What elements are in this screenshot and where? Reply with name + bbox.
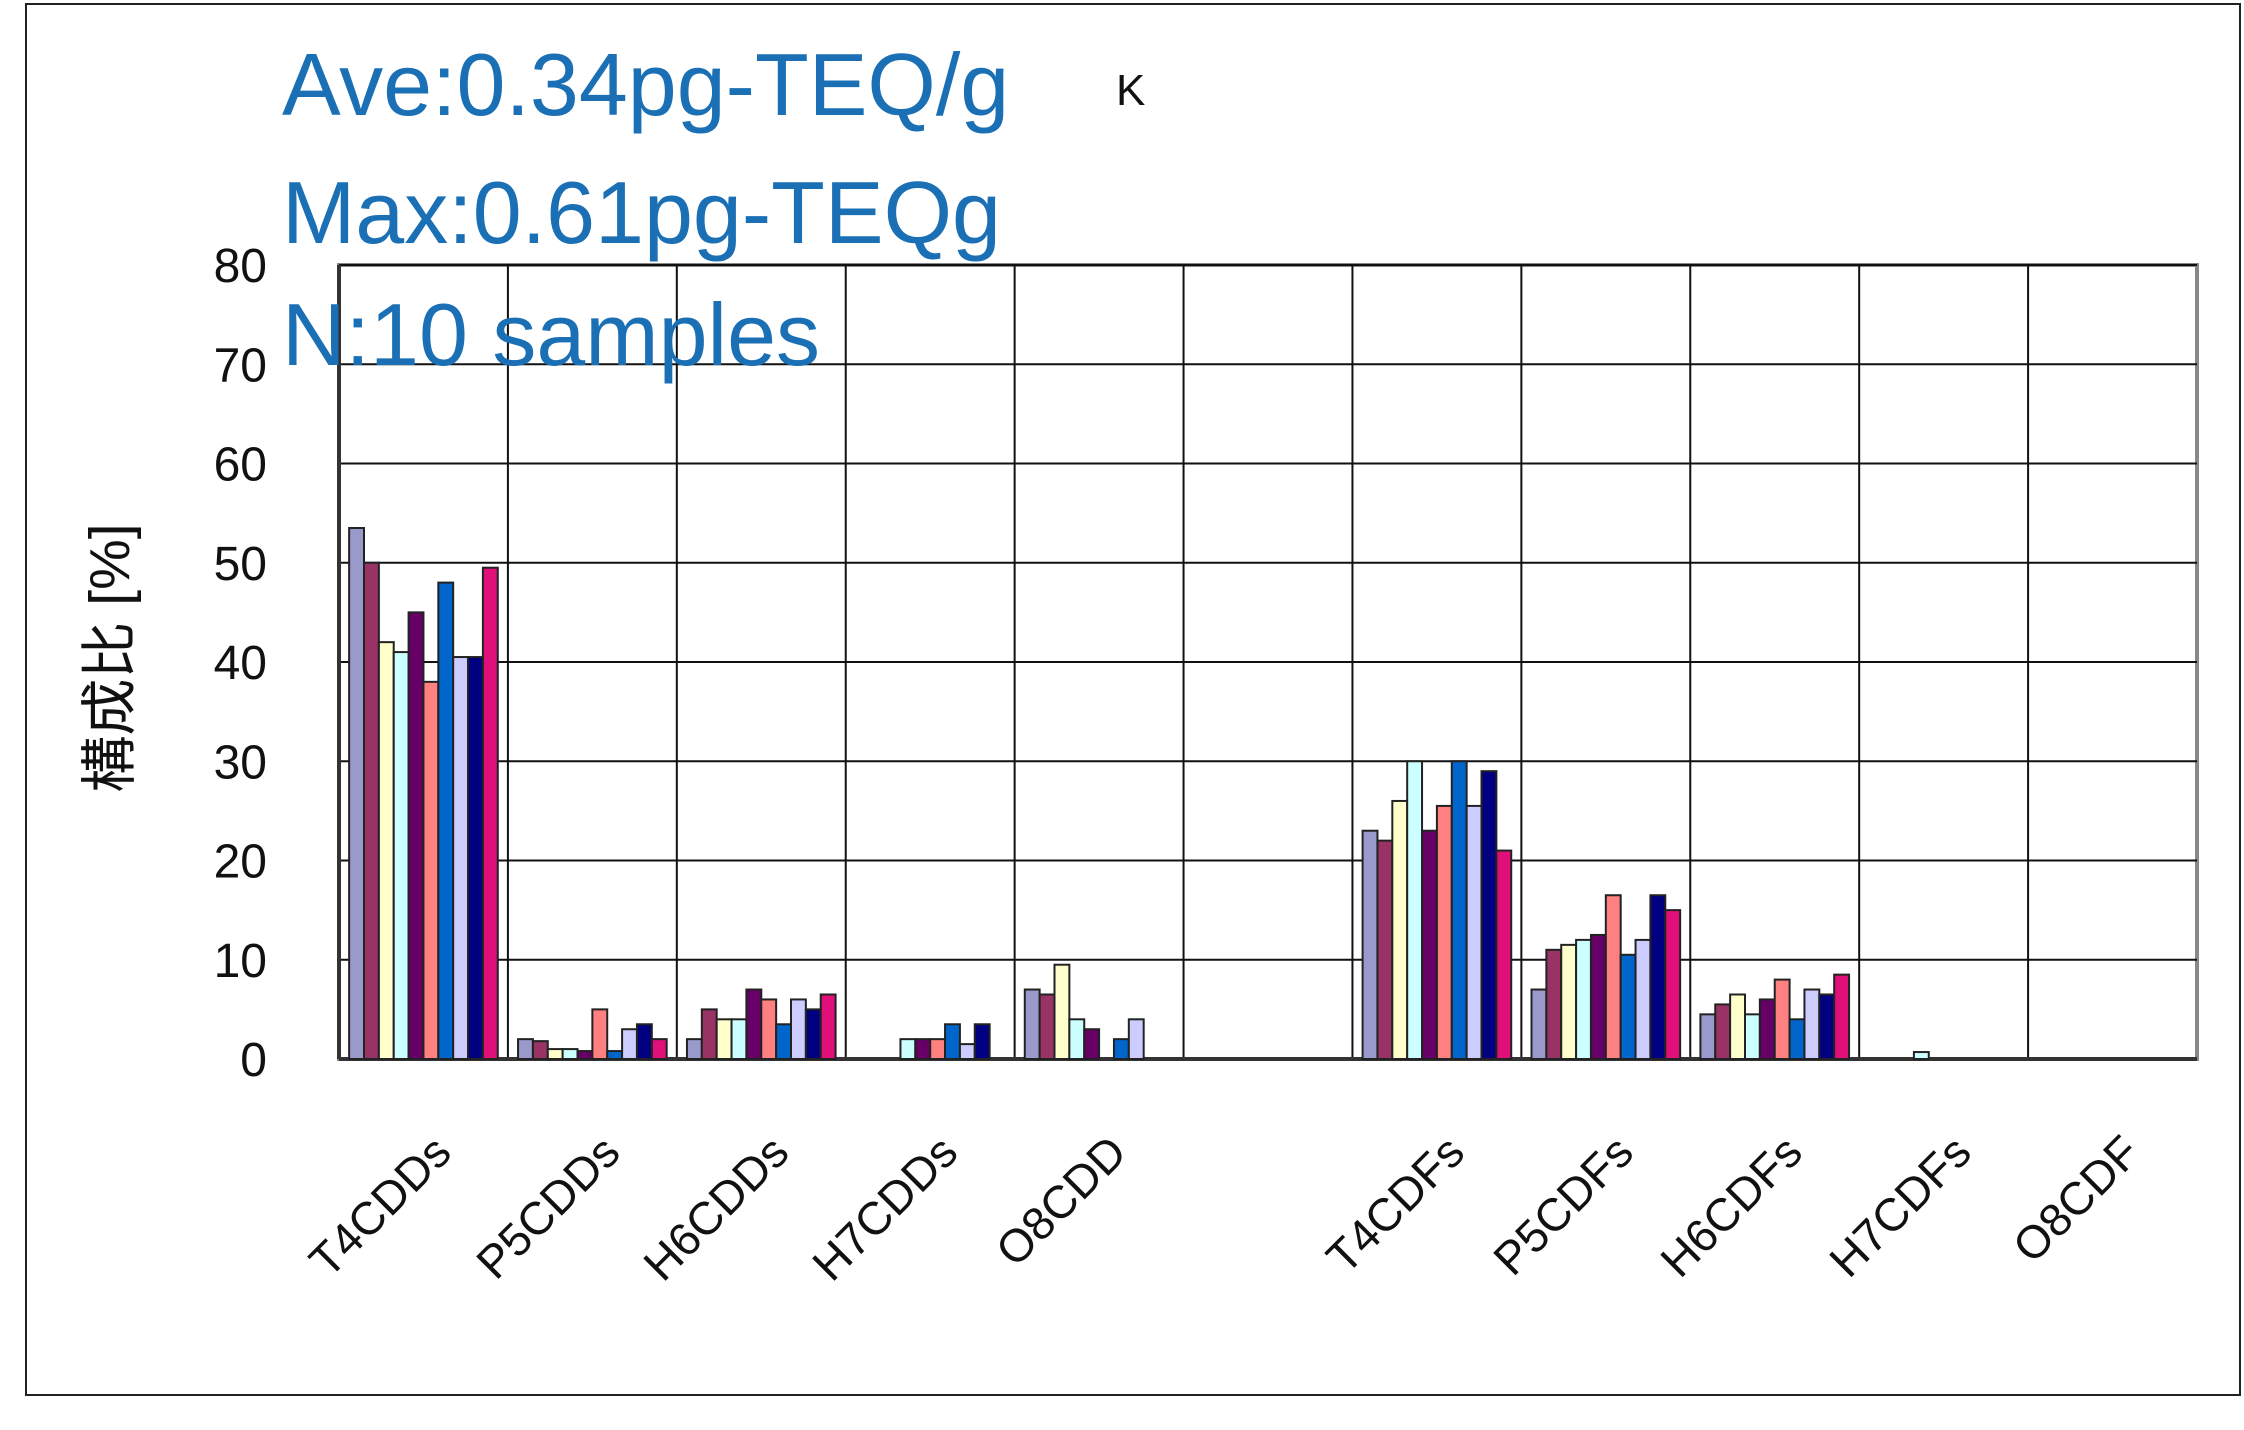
- y-tick-label: 50: [214, 538, 267, 591]
- bar: [531, 1040, 549, 1061]
- bar: [1545, 948, 1563, 1061]
- bar: [914, 1038, 932, 1061]
- bar: [715, 1018, 733, 1060]
- annotation-mark: K: [1116, 66, 1145, 115]
- bar: [1421, 829, 1438, 1060]
- bar: [1773, 978, 1791, 1060]
- annotation: Max:0.61pg-TEQg: [282, 163, 1001, 262]
- bar: [635, 1023, 653, 1060]
- bar: [377, 641, 395, 1061]
- y-tick-label: 40: [214, 637, 267, 690]
- bar: [1788, 1018, 1806, 1060]
- bar: [1480, 770, 1498, 1060]
- bar: [1083, 1028, 1101, 1060]
- bar: [1758, 998, 1776, 1061]
- bar: [467, 656, 484, 1060]
- bar: [1619, 953, 1637, 1060]
- y-tick-label: 10: [214, 935, 267, 988]
- bar: [1053, 963, 1071, 1061]
- bar: [1575, 938, 1592, 1061]
- bar: [546, 1048, 564, 1060]
- bar: [1038, 993, 1056, 1060]
- bar: [1803, 988, 1821, 1061]
- bar: [1391, 799, 1409, 1060]
- x-tick-label: O8CDF: [2003, 1125, 2150, 1272]
- bar: [1912, 1051, 1930, 1060]
- bar: [1530, 988, 1548, 1061]
- bar: [452, 656, 470, 1060]
- bar: [944, 1023, 961, 1060]
- bar: [407, 611, 425, 1060]
- bar: [561, 1048, 579, 1060]
- bar: [437, 581, 455, 1060]
- bar: [973, 1023, 991, 1060]
- x-tick-label: H7CDDs: [802, 1125, 967, 1290]
- bar: [1450, 760, 1468, 1060]
- bar: [1604, 894, 1622, 1060]
- bar: [804, 1008, 822, 1060]
- x-tick-label: H6CDFs: [1650, 1125, 1811, 1286]
- bar: [929, 1038, 947, 1061]
- x-tick-label: H6CDDs: [633, 1125, 798, 1290]
- y-tick-label: 60: [214, 439, 267, 492]
- bar: [1714, 1003, 1732, 1060]
- bar: [1127, 1018, 1145, 1060]
- bar: [606, 1050, 624, 1061]
- y-axis-label: 構成比 [%]: [78, 523, 142, 792]
- bar: [517, 1038, 534, 1061]
- bar: [591, 1008, 609, 1060]
- bar: [1560, 943, 1578, 1060]
- x-tick-label: T4CDDs: [299, 1125, 460, 1286]
- y-tick-label: 80: [214, 240, 267, 293]
- x-tick-label: P5CDDs: [466, 1125, 629, 1288]
- bar: [1833, 973, 1851, 1061]
- x-tick-label: P5CDFs: [1483, 1125, 1643, 1285]
- bar: [1023, 988, 1041, 1061]
- x-tick-label: H7CDFs: [1819, 1125, 1980, 1286]
- bar: [576, 1050, 594, 1061]
- bar: [1589, 933, 1607, 1060]
- bar: [1465, 804, 1483, 1060]
- bar: [1068, 1018, 1086, 1060]
- bar: [362, 561, 380, 1060]
- bar: [621, 1028, 638, 1060]
- bar: [775, 1023, 793, 1060]
- bar: [348, 527, 365, 1060]
- bar: [1699, 1013, 1717, 1061]
- bar: [1435, 804, 1453, 1060]
- annotation: Ave:0.34pg-TEQ/g: [282, 35, 1009, 134]
- bar: [790, 998, 807, 1061]
- bar: [1634, 938, 1652, 1061]
- y-tick-label: 20: [214, 836, 267, 889]
- y-tick-label: 30: [214, 736, 267, 789]
- bar: [899, 1038, 917, 1061]
- bar: [422, 680, 440, 1060]
- bar: [1376, 839, 1394, 1061]
- x-tick-label: O8CDD: [986, 1125, 1137, 1276]
- bar: [730, 1018, 748, 1060]
- bar: [819, 993, 837, 1060]
- bar: [1729, 993, 1746, 1060]
- bar: [1818, 993, 1836, 1060]
- bar: [1649, 894, 1667, 1060]
- annotation: N:10 samples: [282, 285, 820, 384]
- bar: [958, 1043, 976, 1061]
- x-tick-label: T4CDFs: [1316, 1125, 1474, 1283]
- y-tick-label: 0: [240, 1034, 267, 1087]
- bar: [392, 651, 410, 1060]
- bar: [650, 1038, 668, 1061]
- bar: [1495, 849, 1513, 1061]
- bar: [700, 1008, 718, 1060]
- bar: [760, 998, 778, 1061]
- bar: [745, 988, 763, 1061]
- y-tick-label: 70: [214, 339, 267, 392]
- bar: [481, 566, 499, 1061]
- bar: [1664, 909, 1682, 1060]
- bar: [685, 1038, 703, 1061]
- bar: [1112, 1038, 1130, 1061]
- bar: [1361, 829, 1379, 1060]
- bar: [1743, 1013, 1761, 1061]
- bar: [1406, 760, 1424, 1060]
